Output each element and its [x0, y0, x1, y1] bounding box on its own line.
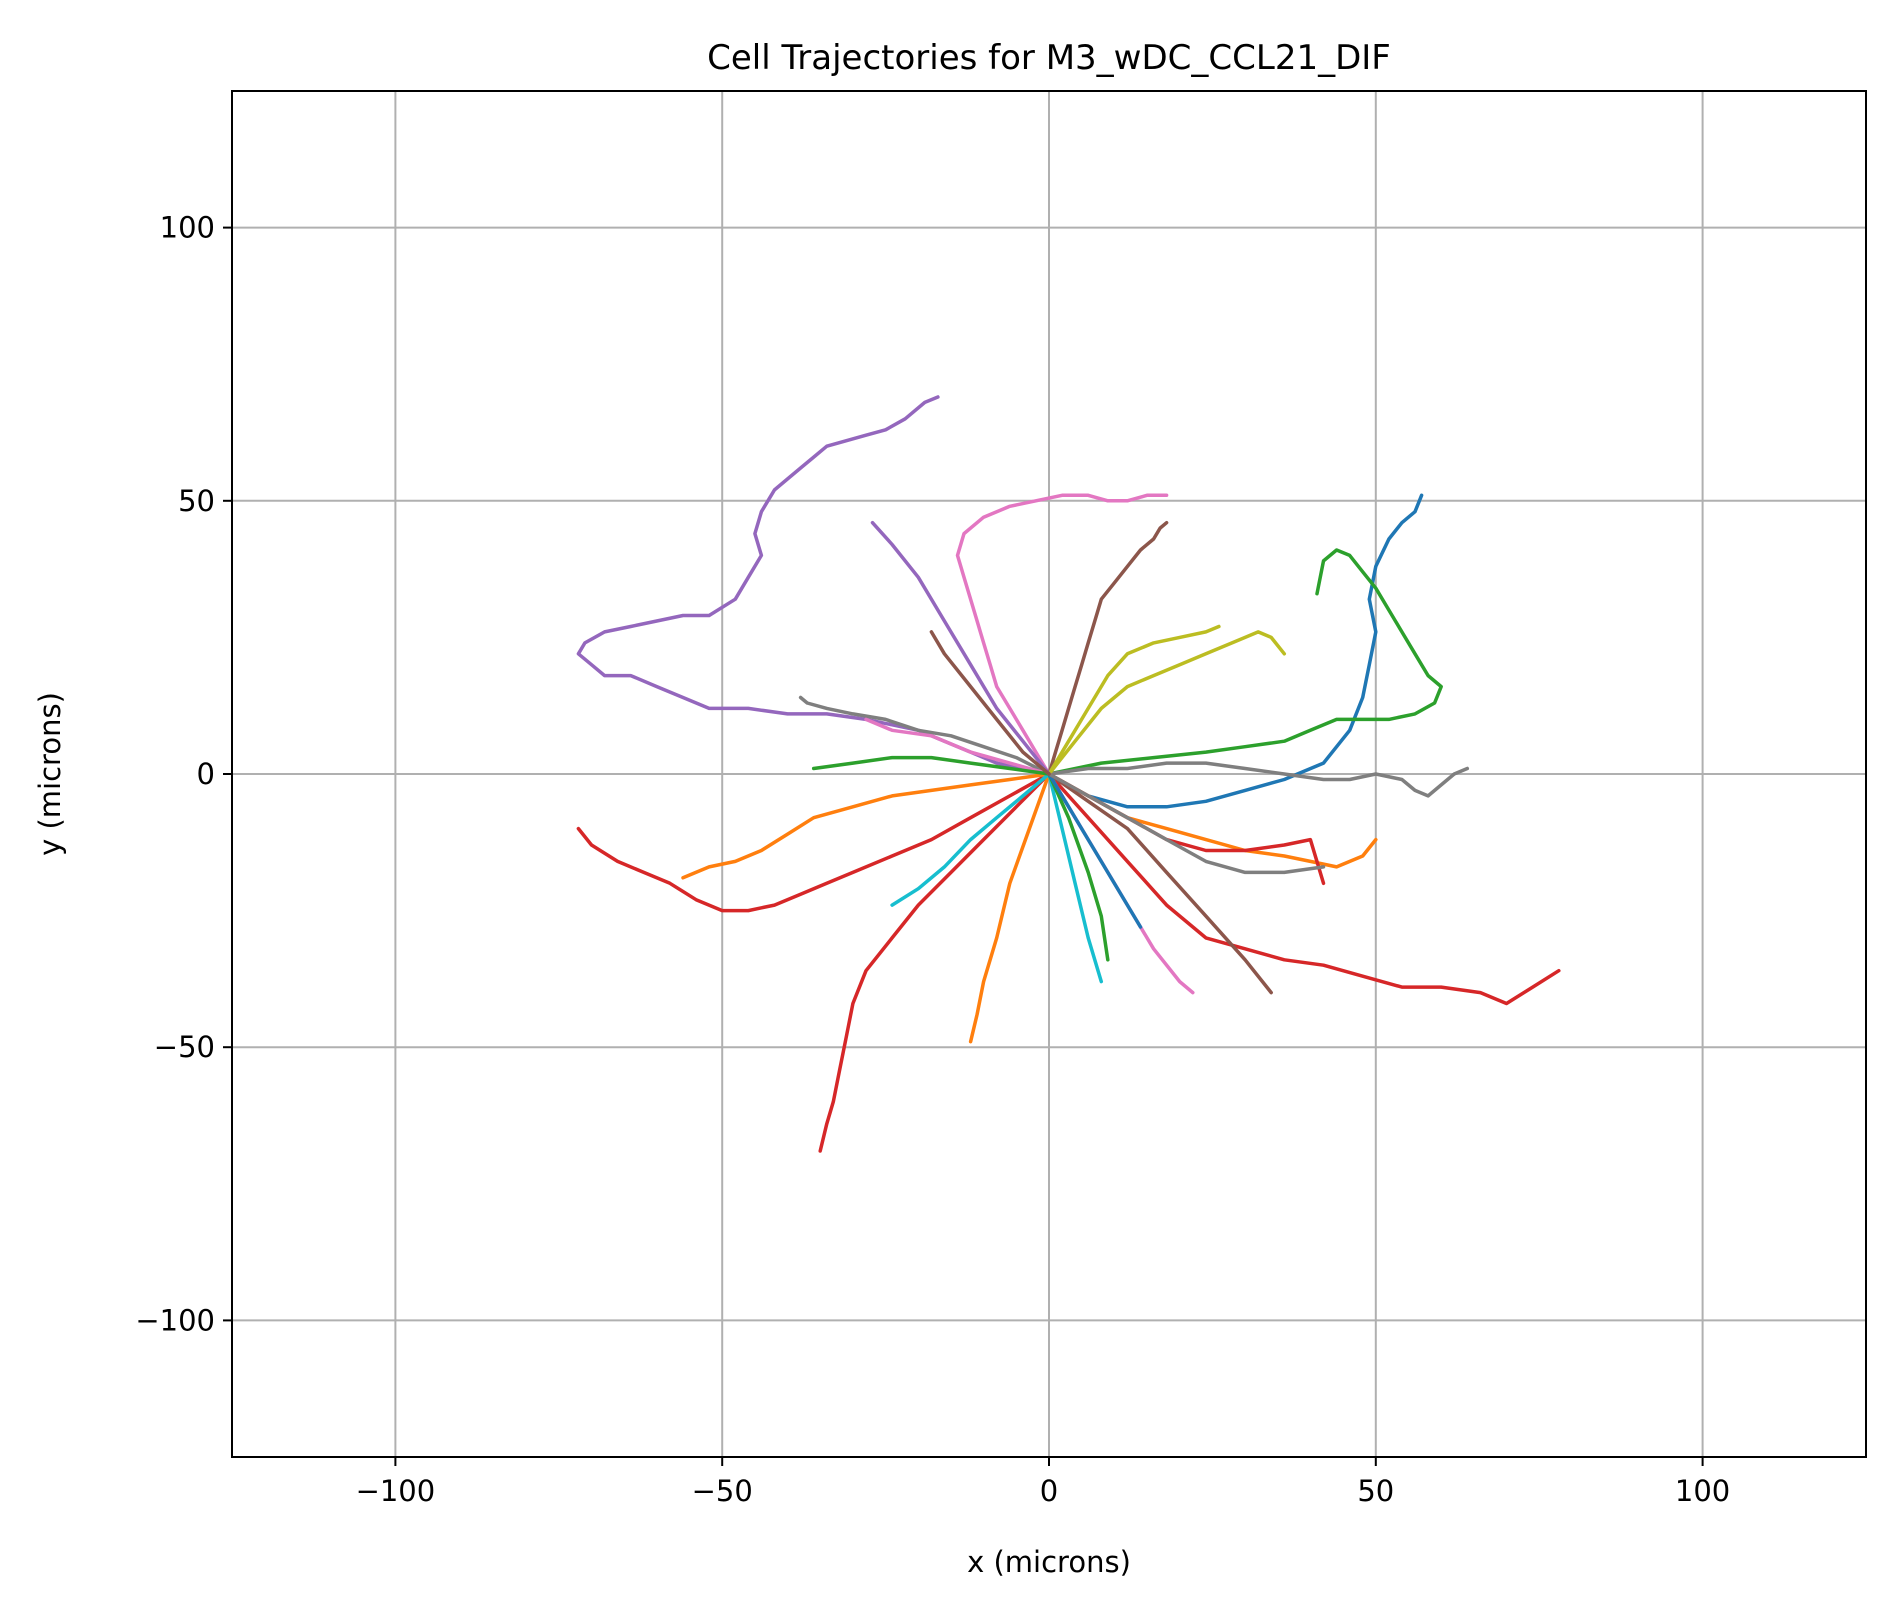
- trajectory-line-8: [576, 772, 1051, 913]
- trajectory-line-9: [818, 772, 1051, 1153]
- trajectory-line-27: [929, 630, 1051, 776]
- trajectory-traces: [576, 395, 1561, 1153]
- trajectory-line-17: [1047, 772, 1104, 984]
- trajectory-line-21: [811, 755, 1051, 776]
- x-tick-label: −50: [692, 1474, 753, 1508]
- y-axis-label: y (microns): [33, 692, 67, 856]
- trajectory-line-10: [1047, 772, 1561, 1006]
- trajectory-line-14: [1047, 630, 1287, 776]
- x-tick-label: 100: [1675, 1474, 1730, 1508]
- trajectory-line-20: [1047, 772, 1273, 995]
- trajectory-line-26: [1047, 772, 1326, 875]
- trajectory-line-23: [1047, 772, 1110, 962]
- y-tick-label: 0: [197, 757, 215, 791]
- x-tick-label: 0: [1040, 1474, 1058, 1508]
- trajectory-line-13: [968, 772, 1051, 1044]
- x-tick-label: −100: [356, 1474, 436, 1508]
- axis-ticks: −100 −50 0 50 100 −100 −50 0 50 100: [135, 211, 1730, 1508]
- trajectory-line-24: [1047, 772, 1143, 929]
- y-tick-label: −50: [154, 1030, 215, 1064]
- grid-lines: [232, 91, 1866, 1457]
- trajectory-line-5: [1047, 548, 1443, 776]
- x-tick-label: 50: [1357, 1474, 1394, 1508]
- y-tick-label: 100: [160, 211, 215, 245]
- chart-title: Cell Trajectories for M3_wDC_CCL21_DIF: [707, 38, 1391, 78]
- trajectory-line-3: [1047, 520, 1169, 776]
- trajectory-line-16: [890, 772, 1051, 907]
- trajectory-line-15: [1047, 624, 1221, 776]
- trajectory-line-22: [870, 520, 1051, 776]
- trajectory-line-4: [1047, 493, 1424, 809]
- y-tick-label: 50: [178, 484, 215, 518]
- trajectory-line-11: [681, 772, 1051, 880]
- trajectory-line-19: [864, 717, 1051, 776]
- trajectory-line-2: [955, 493, 1169, 776]
- trajectory-line-7: [798, 695, 1051, 776]
- trajectory-line-1: [576, 395, 1051, 776]
- trajectory-line-6: [1047, 761, 1470, 798]
- y-tick-label: −100: [135, 1303, 215, 1337]
- x-axis-label: x (microns): [967, 1545, 1131, 1579]
